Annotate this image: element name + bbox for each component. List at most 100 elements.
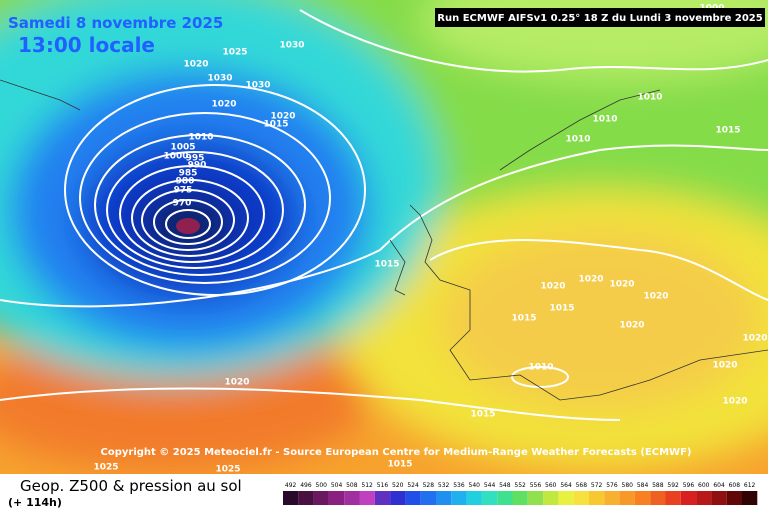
isobar-label: 1015: [470, 410, 495, 420]
scale-swatch: [742, 491, 758, 505]
scale-swatch: [696, 491, 712, 505]
isobar-label: 1020: [540, 282, 565, 292]
isobar-label: 1010: [528, 363, 553, 373]
scale-label: 564: [560, 482, 572, 489]
scale-swatch: [558, 491, 574, 505]
isobar-label: 1000: [163, 152, 188, 162]
scale-swatch: [573, 491, 589, 505]
footer-lead: (+ 114h): [8, 496, 62, 509]
scale-swatch: [344, 491, 360, 505]
isobar-label: 1030: [207, 74, 232, 84]
scale-label: 504: [331, 482, 343, 489]
scale-swatch: [711, 491, 727, 505]
scale-swatch: [665, 491, 681, 505]
scale-label: 556: [530, 482, 542, 489]
isobar-label: 995: [186, 154, 205, 164]
scale-swatch: [497, 491, 513, 505]
isobar-label: 990: [188, 161, 207, 171]
scale-swatch: [405, 491, 421, 505]
scale-label: 524: [407, 482, 419, 489]
scale-label: 532: [438, 482, 450, 489]
scale-label: 608: [729, 482, 741, 489]
scale-label: 572: [591, 482, 603, 489]
scale-label: 512: [361, 482, 373, 489]
scale-swatch: [650, 491, 666, 505]
isobar-label: 1030: [245, 81, 270, 91]
isobar-label: 1005: [170, 143, 195, 153]
isobar-label: 1015: [374, 260, 399, 270]
scale-label: 516: [377, 482, 389, 489]
scale-label: 496: [300, 482, 312, 489]
footer-title: Geop. Z500 & pression au sol: [20, 477, 242, 495]
isobar-label: 1010: [565, 135, 590, 145]
isobar-label: 1015: [715, 126, 740, 136]
isobar-label: 1010: [637, 93, 662, 103]
isobar-label: 1015: [387, 460, 412, 470]
isobar-label: 1020: [643, 292, 668, 302]
forecast-time: 13:00 locale: [18, 33, 155, 57]
scale-label: 536: [453, 482, 465, 489]
scale-swatch: [680, 491, 697, 505]
isobar-label: 1020: [619, 321, 644, 331]
run-box: [435, 8, 765, 27]
scale-label: 592: [667, 482, 679, 489]
scale-swatch: [313, 491, 329, 505]
scale-swatch: [726, 491, 742, 505]
copyright: Copyright © 2025 Meteociel.fr - Source E…: [101, 447, 692, 458]
isobar-label: 1020: [742, 334, 767, 344]
isobar-label: 1020: [211, 100, 236, 110]
scale-swatch: [634, 491, 651, 505]
isobar-label: 1020: [578, 275, 603, 285]
scale-swatch: [481, 491, 498, 505]
scale-label: 560: [545, 482, 557, 489]
isobar-label: 1020: [270, 112, 295, 122]
scale-swatch: [543, 491, 559, 505]
scale-label: 528: [423, 482, 435, 489]
isobar-label: 975: [174, 186, 193, 196]
isobar-label: 1015: [549, 304, 574, 314]
isobar-label: 1020: [712, 361, 737, 371]
scale-swatch: [328, 491, 345, 505]
scale-swatch: [512, 491, 528, 505]
scale-label: 540: [469, 482, 481, 489]
isobar-label: 1015: [511, 314, 536, 324]
map-field: [0, 0, 768, 474]
scale-label: 568: [576, 482, 588, 489]
isobar-label: 1020: [609, 280, 634, 290]
scale-swatch: [359, 491, 375, 505]
scale-label: 588: [652, 482, 664, 489]
scale-label: 492: [285, 482, 297, 489]
scale-swatch: [466, 491, 482, 505]
scale-swatch: [390, 491, 406, 505]
scale-swatch: [604, 491, 620, 505]
isobar-label: 1020: [722, 397, 747, 407]
isobar-label: 1015: [263, 120, 288, 130]
isobar-label: 980: [176, 177, 195, 187]
scale-label: 520: [392, 482, 404, 489]
scale-swatch: [420, 491, 436, 505]
scale-label: 508: [346, 482, 358, 489]
scale-label: 600: [698, 482, 710, 489]
color-scale: 492 496 500 504 508 512 516 520 524 528 532 536 540 5…: [283, 482, 758, 505]
forecast-date: Samedi 8 novembre 2025: [8, 14, 223, 32]
isobar-label: 1010: [592, 115, 617, 125]
scale-swatch: [527, 491, 544, 505]
scale-label: 500: [316, 482, 328, 489]
scale-label: 552: [514, 482, 526, 489]
scale-swatch: [283, 491, 299, 505]
isobar-label: 1025: [215, 465, 240, 475]
scale-swatch: [374, 491, 391, 505]
scale-swatch: [619, 491, 635, 505]
scale-label: 548: [499, 482, 511, 489]
scale-label: 596: [683, 482, 695, 489]
scale-label: 580: [622, 482, 634, 489]
isobar-label: 1025: [93, 463, 118, 473]
isobar-label: 970: [173, 199, 192, 209]
isobar-label: 1020: [183, 60, 208, 70]
scale-swatch: [451, 491, 467, 505]
scale-label: 544: [484, 482, 496, 489]
isobar-labels: 1025103010201030103010201020101510101005…: [93, 4, 767, 475]
isobar-label: 1010: [188, 133, 213, 143]
